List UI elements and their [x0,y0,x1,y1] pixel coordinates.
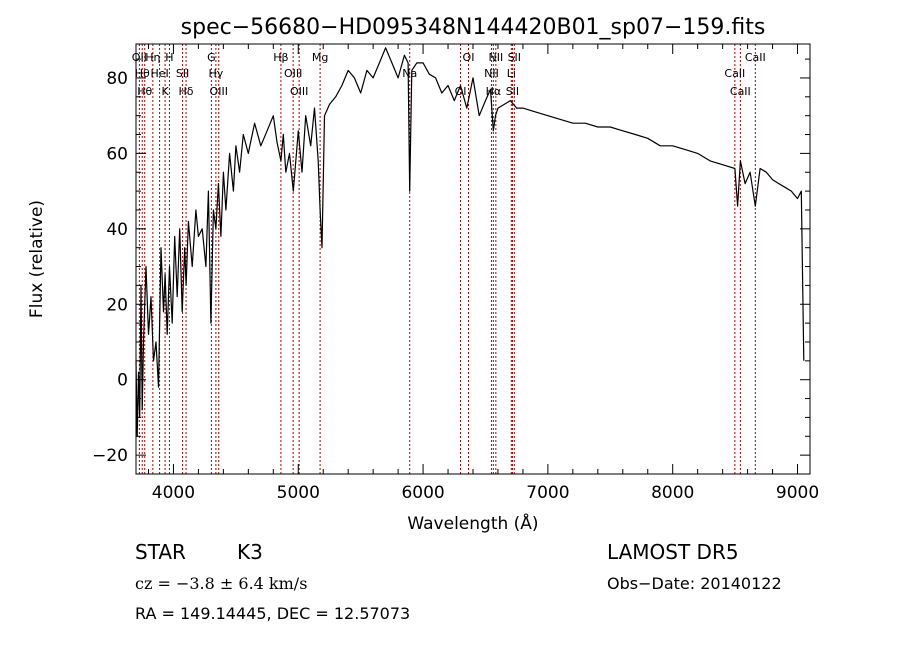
line-label: Li [507,67,516,80]
x-tick-label: 7000 [526,483,569,503]
x-tick-label: 8000 [651,483,694,503]
line-label: K [161,85,169,98]
coordinates-readout: RA = 149.14445, DEC = 12.57073 [135,604,411,623]
y-tick-label: 60 [106,144,128,164]
x-tick-label: 4000 [152,483,195,503]
y-axis: −20 0 20 40 60 80 [92,58,810,466]
line-label: CaII [730,85,751,98]
plot-frame [135,43,811,475]
line-label: SII [176,67,189,80]
y-tick-label: 0 [117,371,128,391]
x-tick-label: 6000 [401,483,444,503]
line-label: OIII [284,67,302,80]
line-label: OIII [210,85,228,98]
line-label: Mg [312,51,328,64]
chart-title: spec−56680−HD095348N144420B01_sp07−159.f… [181,15,766,40]
x-axis-label: Wavelength (Å) [407,512,538,534]
line-label: SII [508,51,521,64]
redshift-readout: cz = −3.8 ± 6.4 km/s [135,574,308,593]
y-axis-label: Flux (relative) [27,200,47,318]
line-labels: OIIHθHθHηHeIKHSIIHδGHγOIIIHβOIIIOIIIMgNa… [132,51,766,98]
line-label: G [207,51,216,64]
line-label: OI [463,51,475,64]
observation-date: Obs−Date: 20140122 [607,574,782,593]
line-label: NII [484,67,499,80]
x-axis: 4000 5000 6000 7000 8000 9000 [147,44,819,503]
y-tick-label: −20 [92,446,128,466]
line-label: SII [506,85,519,98]
line-label: OIII [290,85,308,98]
spectrum-series [135,47,805,437]
line-label: Hθ [135,67,150,80]
line-label: Hα [486,85,502,98]
line-label: Hγ [208,67,223,80]
line-label: Hβ [273,51,288,64]
spectrum-line [135,47,805,437]
line-label: Hδ [179,85,194,98]
x-tick-label: 5000 [277,483,320,503]
survey-name: LAMOST DR5 [607,540,739,564]
reference-lines [138,44,756,474]
line-label: NII [488,51,503,64]
y-tick-label: 20 [106,295,128,315]
line-label: H [165,51,173,64]
object-subclass: K3 [237,540,263,564]
object-class: STAR [135,540,186,564]
line-label: Na [402,67,417,80]
line-label: CaII [745,51,766,64]
line-label: Hη [145,51,160,64]
y-tick-label: 80 [106,69,128,89]
line-label: HeI [150,67,168,80]
line-label: OI [455,85,467,98]
line-label: CaII [724,67,745,80]
y-tick-label: 40 [106,220,128,240]
line-label: Hθ [137,85,152,98]
x-tick-label: 9000 [776,483,819,503]
